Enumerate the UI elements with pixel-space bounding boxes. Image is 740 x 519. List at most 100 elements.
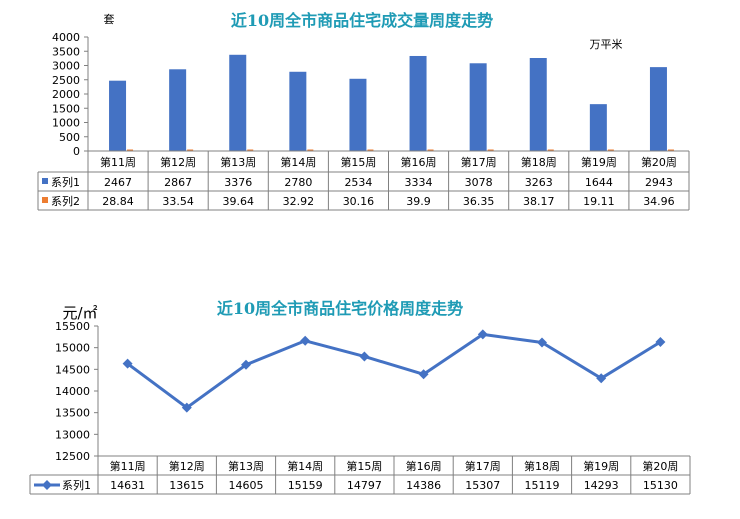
- volume-bar-series1: [649, 67, 667, 151]
- volume-bar-series1: [349, 78, 367, 151]
- volume-bar-series2: [367, 149, 374, 151]
- volume-y-tick-label: 1500: [52, 102, 80, 115]
- volume-bar-series2: [307, 149, 314, 151]
- price-category-label: 第17周: [465, 459, 501, 473]
- price-series1-value: 14293: [584, 479, 619, 492]
- volume-series1-value: 3334: [405, 176, 433, 189]
- volume-series1-value: 3078: [465, 176, 493, 189]
- price-data-point: [655, 337, 666, 348]
- volume-series1-value: 1644: [585, 176, 613, 189]
- price-data-point: [181, 402, 192, 413]
- price-category-label: 第12周: [169, 459, 205, 473]
- volume-y-tick-label: 3500: [52, 45, 80, 58]
- volume-bar-series2: [547, 149, 554, 151]
- volume-series1-value: 2943: [645, 176, 673, 189]
- volume-series2-value: 34.96: [643, 195, 675, 208]
- price-y-tick-label: 12500: [55, 450, 90, 463]
- price-series1-value: 15119: [525, 479, 560, 492]
- volume-series2-value: 38.17: [523, 195, 555, 208]
- price-y-tick-label: 15000: [55, 342, 90, 355]
- volume-legend-name-series2: 系列2: [51, 194, 80, 208]
- price-series1-value: 14797: [347, 479, 382, 492]
- volume-bar-series1: [469, 63, 487, 151]
- volume-data-table: 第11周 2467 28.84 第12周 2867 33.54 第13周 3376 39.64 第…: [37, 150, 690, 211]
- volume-bar-series1: [169, 69, 187, 151]
- volume-legend-key-series1: [42, 178, 48, 184]
- price-series1-value: 15159: [288, 479, 323, 492]
- price-data-point: [122, 358, 133, 369]
- price-series1-value: 13615: [169, 479, 204, 492]
- volume-category-label: 第19周: [581, 155, 617, 169]
- price-category-label: 第15周: [346, 459, 382, 473]
- volume-bar-series1: [109, 80, 127, 151]
- volume-category-label: 第16周: [401, 155, 437, 169]
- volume-category-label: 第11周: [100, 155, 136, 169]
- price-data-point: [596, 373, 607, 384]
- volume-category-label: 第20周: [641, 155, 677, 169]
- price-data-table: 第11周 14631 第12周 13615 第13周 14605 第14周 15159 第15周…: [29, 455, 691, 495]
- price-series1-value: 14631: [110, 479, 145, 492]
- volume-bars: [109, 54, 674, 152]
- volume-series1-value: 2867: [164, 176, 192, 189]
- price-category-label: 第19周: [583, 459, 619, 473]
- price-data-point: [241, 359, 251, 370]
- price-data-point: [300, 335, 311, 346]
- volume-category-label: 第15周: [340, 155, 376, 169]
- price-category-label: 第16周: [406, 459, 442, 473]
- price-legend-name-series1: 系列1: [62, 478, 91, 492]
- volume-bar-series2: [487, 149, 494, 151]
- price-category-label: 第14周: [287, 459, 323, 473]
- volume-category-label: 第13周: [220, 155, 256, 169]
- volume-bar-series2: [247, 149, 254, 151]
- price-y-tick-label: 14000: [55, 385, 90, 398]
- volume-bar-series2: [667, 149, 674, 151]
- volume-series2-value: 33.54: [162, 195, 194, 208]
- volume-series1-value: 2467: [104, 176, 132, 189]
- price-series1-value: 15130: [643, 479, 678, 492]
- price-y-unit-label: 元/㎡: [62, 304, 97, 322]
- price-series-line: [126, 332, 662, 410]
- volume-bar-series2: [127, 149, 134, 151]
- volume-series2-value: 19.11: [583, 195, 615, 208]
- price-category-label: 第18周: [524, 459, 560, 473]
- volume-series2-value: 30.16: [343, 195, 375, 208]
- price-series1-value: 14605: [229, 479, 264, 492]
- volume-series1-value: 2780: [284, 176, 312, 189]
- volume-y-tick-label: 2500: [52, 74, 80, 87]
- volume-bar-series2: [427, 149, 434, 151]
- volume-y-tick-label: 2000: [52, 88, 80, 101]
- volume-category-label: 第14周: [280, 155, 316, 169]
- volume-series1-value: 3376: [224, 176, 252, 189]
- price-category-label: 第13周: [228, 459, 264, 473]
- price-line-series: [122, 329, 666, 413]
- volume-category-label: 第17周: [461, 155, 497, 169]
- volume-legend-key-series2: [42, 197, 48, 203]
- volume-bar-series1: [409, 55, 427, 151]
- price-y-tick-label: 13500: [55, 407, 90, 420]
- volume-y-tick-label: 1000: [52, 117, 80, 130]
- volume-bar-series1: [529, 58, 547, 151]
- volume-y-tick-label: 4000: [52, 31, 80, 44]
- volume-bar-series2: [187, 149, 194, 151]
- volume-bar-series1: [289, 71, 307, 151]
- volume-y-tick-label: 0: [73, 145, 80, 158]
- price-series1-value: 15307: [465, 479, 500, 492]
- price-category-label: 第11周: [110, 459, 146, 473]
- volume-category-label: 第18周: [521, 155, 557, 169]
- price-series1-value: 14386: [406, 479, 441, 492]
- price-data-point: [359, 351, 370, 362]
- volume-bar-series2: [607, 149, 614, 151]
- price-y-axis: 12500 13000 13500 14000 14500 15000 15500: [55, 320, 99, 463]
- volume-legend-name-series1: 系列1: [51, 175, 80, 189]
- price-data-point: [418, 369, 429, 380]
- volume-series1-value: 2534: [344, 176, 372, 189]
- price-data-point: [477, 329, 488, 340]
- price-category-label: 第20周: [642, 459, 678, 473]
- volume-series1-value: 3263: [525, 176, 553, 189]
- price-chart-title: 近10周全市商品住宅价格周度走势: [217, 299, 463, 318]
- volume-series2-value: 36.35: [463, 195, 495, 208]
- price-chart: 近10周全市商品住宅价格周度走势 元/㎡ 12500 13000 13500 1400…: [29, 299, 691, 495]
- volume-bar-series1: [229, 54, 247, 152]
